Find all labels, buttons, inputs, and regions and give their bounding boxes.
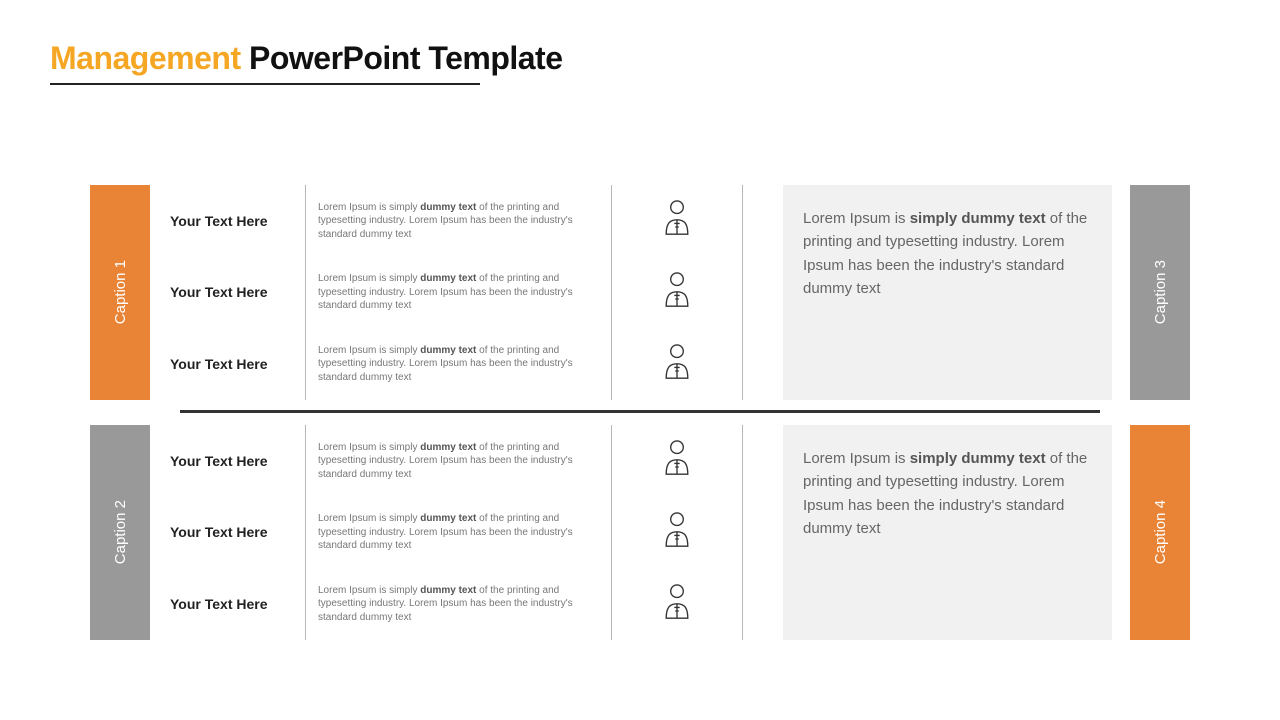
person-icon xyxy=(659,582,695,627)
vertical-divider xyxy=(742,425,743,640)
row-top: Caption 1 Your Text Here Your Text Here … xyxy=(90,185,1190,400)
desc-item: Lorem Ipsum is simply dummy text of the … xyxy=(318,344,599,385)
title-accent: Management xyxy=(50,40,241,76)
vertical-divider xyxy=(305,425,306,640)
vertical-divider xyxy=(742,185,743,400)
desc-col-bottom: Lorem Ipsum is simply dummy text of the … xyxy=(306,425,611,640)
heading-item: Your Text Here xyxy=(170,453,295,469)
desc-col-top: Lorem Ipsum is simply dummy text of the … xyxy=(306,185,611,400)
horizontal-divider xyxy=(180,410,1100,413)
heading-item: Your Text Here xyxy=(170,213,295,229)
icons-col-top xyxy=(612,185,742,400)
caption-tab-4: Caption 4 xyxy=(1130,425,1190,640)
content-area: Caption 1 Your Text Here Your Text Here … xyxy=(90,185,1190,660)
desc-item: Lorem Ipsum is simply dummy text of the … xyxy=(318,272,599,313)
caption-tab-1: Caption 1 xyxy=(90,185,150,400)
person-icon xyxy=(659,510,695,555)
desc-item: Lorem Ipsum is simply dummy text of the … xyxy=(318,584,599,625)
person-icon xyxy=(659,342,695,387)
heading-item: Your Text Here xyxy=(170,356,295,372)
person-icon xyxy=(659,198,695,243)
page-title: Management PowerPoint Template xyxy=(50,40,1230,77)
desc-item: Lorem Ipsum is simply dummy text of the … xyxy=(318,441,599,482)
vertical-divider xyxy=(305,185,306,400)
slide-container: { "title": { "accent": "Management", "re… xyxy=(0,0,1280,720)
caption-2-label: Caption 2 xyxy=(112,500,129,564)
icons-col-bottom xyxy=(612,425,742,640)
desc-item: Lorem Ipsum is simply dummy text of the … xyxy=(318,512,599,553)
person-icon xyxy=(659,270,695,315)
headings-col-top: Your Text Here Your Text Here Your Text … xyxy=(150,185,305,400)
caption-1-label: Caption 1 xyxy=(112,260,129,324)
caption-tab-3: Caption 3 xyxy=(1130,185,1190,400)
row-bottom: Caption 2 Your Text Here Your Text Here … xyxy=(90,425,1190,640)
summary-text: Lorem Ipsum is simply dummy text of the … xyxy=(803,447,1092,540)
caption-3-label: Caption 3 xyxy=(1152,260,1169,324)
heading-item: Your Text Here xyxy=(170,284,295,300)
vertical-divider xyxy=(611,185,612,400)
heading-item: Your Text Here xyxy=(170,596,295,612)
summary-text: Lorem Ipsum is simply dummy text of the … xyxy=(803,207,1092,300)
summary-box-top: Lorem Ipsum is simply dummy text of the … xyxy=(783,185,1112,400)
summary-box-bottom: Lorem Ipsum is simply dummy text of the … xyxy=(783,425,1112,640)
desc-item: Lorem Ipsum is simply dummy text of the … xyxy=(318,201,599,242)
headings-col-bottom: Your Text Here Your Text Here Your Text … xyxy=(150,425,305,640)
title-underline xyxy=(50,83,480,85)
heading-item: Your Text Here xyxy=(170,524,295,540)
person-icon xyxy=(659,438,695,483)
vertical-divider xyxy=(611,425,612,640)
title-rest: PowerPoint Template xyxy=(241,40,563,76)
caption-4-label: Caption 4 xyxy=(1152,500,1169,564)
caption-tab-2: Caption 2 xyxy=(90,425,150,640)
